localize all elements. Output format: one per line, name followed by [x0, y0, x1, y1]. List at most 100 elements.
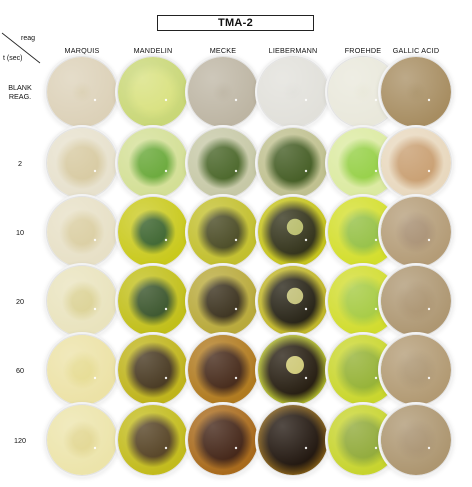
well-sheen — [381, 128, 451, 198]
header-time-label: t (sec) — [3, 55, 23, 62]
well-sheen — [328, 266, 398, 336]
well-sheen — [381, 266, 451, 336]
well-mandelin-4 — [118, 335, 188, 405]
well-sheen — [381, 197, 451, 267]
well-glint — [164, 238, 168, 242]
well-glint — [427, 376, 431, 380]
well-liebermann-3 — [258, 266, 328, 336]
well-sheen — [188, 266, 258, 336]
well-mecke-4 — [188, 335, 258, 405]
well-sheen — [118, 405, 188, 475]
well-sheen — [47, 197, 117, 267]
row-label-4: 60 — [0, 366, 40, 375]
well-glint — [427, 238, 431, 242]
well-sheen — [258, 197, 328, 267]
well-glint — [93, 446, 97, 450]
column-header-liebermann: LIEBERMANN — [268, 46, 318, 55]
row-label-line: 120 — [14, 435, 26, 445]
well-gallic-2 — [381, 197, 451, 267]
well-sheen — [328, 128, 398, 198]
well-sheen — [258, 266, 328, 336]
well-glint — [374, 307, 378, 311]
well-glint — [164, 307, 168, 311]
well-liebermann-0 — [258, 57, 328, 127]
well-marquis-5 — [47, 405, 117, 475]
well-sheen — [188, 128, 258, 198]
well-glint — [164, 376, 168, 380]
well-glint — [234, 446, 238, 450]
well-glint — [234, 307, 238, 311]
well-sheen — [328, 335, 398, 405]
well-glint — [374, 238, 378, 242]
row-label-line: 2 — [18, 158, 22, 168]
well-sheen — [47, 128, 117, 198]
well-froehde-0 — [328, 57, 398, 127]
well-glint — [93, 376, 97, 380]
well-glint — [427, 169, 431, 173]
row-label-line: 60 — [16, 365, 24, 375]
well-gallic-3 — [381, 266, 451, 336]
well-gallic-0 — [381, 57, 451, 127]
well-sheen — [118, 197, 188, 267]
well-sheen — [381, 57, 451, 127]
well-glint — [93, 98, 97, 102]
well-glint — [374, 376, 378, 380]
well-sheen — [258, 335, 328, 405]
well-glint — [304, 98, 308, 102]
column-header-mandelin: MANDELIN — [133, 46, 173, 55]
well-liebermann-1 — [258, 128, 328, 198]
well-sheen — [188, 57, 258, 127]
well-glint — [304, 446, 308, 450]
well-sheen — [188, 335, 258, 405]
well-marquis-2 — [47, 197, 117, 267]
well-mandelin-1 — [118, 128, 188, 198]
column-header-mecke: MECKE — [209, 46, 237, 55]
header-diagonal — [1, 32, 41, 64]
row-label-2: 10 — [0, 228, 40, 237]
well-mandelin-2 — [118, 197, 188, 267]
row-label-line: 20 — [16, 296, 24, 306]
well-sheen — [258, 405, 328, 475]
figure-title: TMA-2 — [157, 15, 314, 31]
well-liebermann-2 — [258, 197, 328, 267]
well-glint — [427, 98, 431, 102]
well-froehde-1 — [328, 128, 398, 198]
well-sheen — [118, 128, 188, 198]
well-gallic-1 — [381, 128, 451, 198]
well-mecke-2 — [188, 197, 258, 267]
well-liebermann-5 — [258, 405, 328, 475]
well-glint — [374, 169, 378, 173]
well-mecke-0 — [188, 57, 258, 127]
well-gallic-5 — [381, 405, 451, 475]
well-mandelin-3 — [118, 266, 188, 336]
well-marquis-0 — [47, 57, 117, 127]
well-glint — [427, 307, 431, 311]
column-header-froehde: FROEHDE — [344, 46, 382, 55]
well-glint — [234, 376, 238, 380]
well-sheen — [47, 57, 117, 127]
well-sheen — [328, 57, 398, 127]
row-label-line: BLANK — [8, 83, 32, 92]
well-glint — [374, 446, 378, 450]
well-sheen — [118, 335, 188, 405]
well-mecke-5 — [188, 405, 258, 475]
well-sheen — [328, 405, 398, 475]
well-glint — [93, 169, 97, 173]
well-marquis-4 — [47, 335, 117, 405]
well-glint — [234, 238, 238, 242]
well-sheen — [118, 266, 188, 336]
column-header-marquis: MARQUIS — [64, 46, 100, 55]
header-reag-label: reag — [21, 35, 36, 42]
well-froehde-2 — [328, 197, 398, 267]
row-label-5: 120 — [0, 436, 40, 445]
well-gallic-4 — [381, 335, 451, 405]
well-glint — [234, 98, 238, 102]
well-glint — [304, 307, 308, 311]
well-sheen — [188, 405, 258, 475]
row-label-line: 10 — [16, 227, 24, 237]
well-mecke-1 — [188, 128, 258, 198]
row-label-1: 2 — [0, 159, 40, 168]
well-glint — [164, 98, 168, 102]
well-sheen — [258, 57, 328, 127]
well-liebermann-4 — [258, 335, 328, 405]
